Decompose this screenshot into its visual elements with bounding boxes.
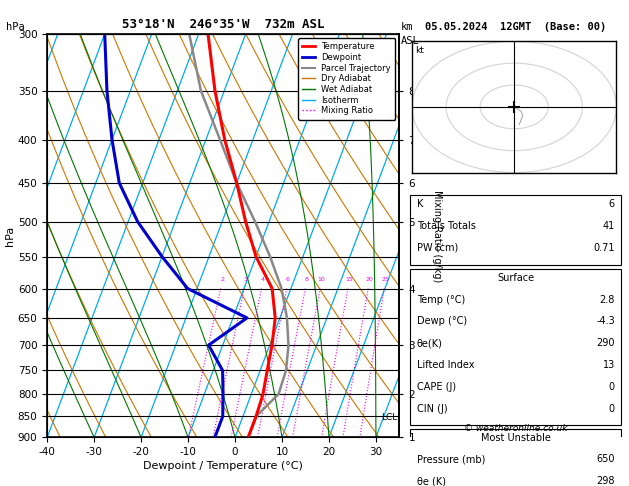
Text: Lifted Index: Lifted Index (416, 360, 474, 370)
Text: 3: 3 (243, 278, 248, 282)
Text: CIN (J): CIN (J) (416, 403, 447, 414)
Text: 10: 10 (318, 278, 325, 282)
Text: LCL: LCL (381, 413, 397, 422)
Text: Most Unstable: Most Unstable (481, 433, 551, 443)
Text: 0: 0 (609, 403, 615, 414)
Text: Pressure (mb): Pressure (mb) (416, 454, 485, 464)
Text: 0.71: 0.71 (593, 243, 615, 253)
Text: 0: 0 (609, 382, 615, 392)
Text: km: km (401, 21, 413, 32)
Title: 53°18'N  246°35'W  732m ASL: 53°18'N 246°35'W 732m ASL (122, 18, 325, 32)
Text: 20: 20 (365, 278, 373, 282)
Text: 25: 25 (381, 278, 389, 282)
Text: 05.05.2024  12GMT  (Base: 00): 05.05.2024 12GMT (Base: 00) (425, 21, 606, 32)
Text: Surface: Surface (497, 273, 535, 283)
Text: 15: 15 (345, 278, 353, 282)
Text: K: K (416, 199, 423, 209)
Text: Totals Totals: Totals Totals (416, 221, 476, 231)
Text: © weatheronline.co.uk: © weatheronline.co.uk (464, 424, 567, 434)
Text: 2: 2 (220, 278, 224, 282)
Text: -4.3: -4.3 (596, 316, 615, 327)
Text: θe(K): θe(K) (416, 338, 443, 348)
Text: 2.8: 2.8 (599, 295, 615, 305)
Legend: Temperature, Dewpoint, Parcel Trajectory, Dry Adiabat, Wet Adiabat, Isotherm, Mi: Temperature, Dewpoint, Parcel Trajectory… (298, 38, 395, 120)
Text: Dewp (°C): Dewp (°C) (416, 316, 467, 327)
Text: 6: 6 (609, 199, 615, 209)
Text: hPa: hPa (6, 21, 25, 32)
Text: 41: 41 (603, 221, 615, 231)
Text: θe (K): θe (K) (416, 476, 446, 486)
Text: CAPE (J): CAPE (J) (416, 382, 456, 392)
Y-axis label: Mixing Ratio (g/kg): Mixing Ratio (g/kg) (431, 190, 442, 282)
Text: 290: 290 (596, 338, 615, 348)
Text: 4: 4 (261, 278, 265, 282)
Text: 13: 13 (603, 360, 615, 370)
Text: ASL: ASL (401, 36, 420, 46)
Text: 6: 6 (286, 278, 290, 282)
Y-axis label: hPa: hPa (5, 226, 15, 246)
Text: 650: 650 (596, 454, 615, 464)
Text: 8: 8 (304, 278, 308, 282)
X-axis label: Dewpoint / Temperature (°C): Dewpoint / Temperature (°C) (143, 461, 303, 471)
Text: Temp (°C): Temp (°C) (416, 295, 465, 305)
Text: PW (cm): PW (cm) (416, 243, 458, 253)
Text: 298: 298 (596, 476, 615, 486)
Text: kt: kt (415, 46, 425, 55)
